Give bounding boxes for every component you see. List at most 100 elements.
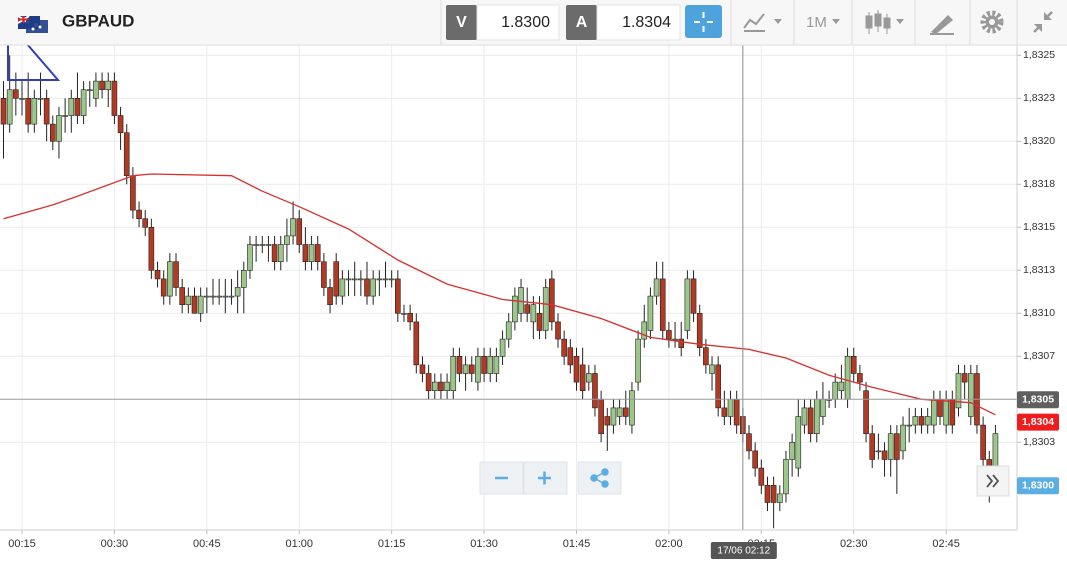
candle-body [105,80,112,91]
candle-body [148,227,155,271]
candle-body [536,312,543,331]
candle-body [191,295,198,314]
candle-body [610,407,617,426]
candle-body [364,278,370,297]
candle-body [80,89,87,116]
draw-button[interactable] [930,15,954,35]
candle-body [727,398,734,417]
candle-body [321,261,327,288]
crosshair-button[interactable] [685,5,722,38]
candle-body [887,433,894,460]
indicators-button[interactable] [743,13,782,32]
candle-body [672,338,678,341]
candle-body [456,355,463,374]
candle-body [629,390,635,426]
candle-body [228,295,235,298]
candle-body [308,244,315,263]
candle-body [475,355,481,383]
buy-button[interactable] [566,5,597,40]
candle-body [222,295,229,298]
settings-button[interactable] [980,10,1004,34]
x-tick-label: 00:30 [101,538,129,550]
candle-body [530,304,537,323]
y-tick-label: 1,8323 [1023,92,1055,104]
share-button[interactable] [577,461,622,495]
timeframe-caret [832,19,840,24]
sell-button[interactable] [446,5,477,40]
candle-body [604,416,611,426]
candle-body [395,278,401,314]
chart-type-button[interactable] [865,10,904,34]
candle-body [512,295,518,323]
candle-body [99,80,105,91]
candle-body [573,355,580,383]
candle-body [339,278,346,297]
candle-body [813,398,820,434]
toolbar: GBPAUD V 1.8300 A 1.8304 1M [0,0,1067,46]
collapse-button[interactable] [1033,11,1053,33]
y-tick-label: 1,8318 [1023,178,1055,190]
candle-body [117,115,124,134]
candle-body [462,364,469,374]
candle-body [863,390,869,434]
x-tick-label: 02:45 [932,538,960,550]
y-tick-label: 1,8325 [1023,49,1055,61]
sell-label: V [456,14,467,31]
triangle-drawing[interactable] [7,19,61,81]
candle-body [875,450,882,453]
candle-body [635,338,641,383]
candle-body [111,80,118,116]
y-tick-label: 1,8310 [1023,307,1055,319]
candle-body [358,278,364,281]
candle-body [733,398,740,426]
candle-body [598,398,604,434]
candle-body [19,98,25,100]
candle-body [167,261,173,297]
candle-body [795,416,802,469]
candle-body [752,450,758,469]
x-tick-label: 01:00 [285,538,313,550]
price-tag-label: 1,8305 [1022,394,1054,406]
candle-body [74,98,81,116]
candle-body [425,373,432,391]
candle-body [789,441,795,460]
candle-body [524,304,530,314]
candle-body [56,115,62,142]
candle-body [93,80,99,99]
candle-body [240,270,247,288]
candle-body [703,347,709,366]
candle-body [197,295,204,314]
buy-price-box[interactable] [596,4,681,41]
candle-body [666,330,672,340]
candle-body [345,278,352,281]
candle-body [296,218,303,245]
y-tick-label: 1,8307 [1023,350,1055,362]
candle-body [468,364,475,374]
candle-body [801,407,808,426]
candle-body [265,244,272,246]
y-tick-label: 1,8313 [1023,264,1055,276]
candle-body [555,321,561,340]
candle-body [592,373,598,409]
sell-price-box[interactable] [476,4,560,41]
crosshair-time-box [710,542,777,559]
candle-body [487,355,494,374]
candle-body [68,98,75,116]
chart-plot: 1,8325 1,8323 1,8320 1,8318 1,8315 1,8313 1,83… [0,45,1055,550]
candle-body [561,338,567,357]
candle-body [130,175,136,211]
timeframe[interactable]: 1M [806,14,827,31]
price-tag [1017,477,1059,495]
sell-price: 1.8300 [501,14,550,31]
candle-body [142,218,149,228]
y-tick-label: 1,8320 [1023,135,1055,147]
candle-body [715,364,721,409]
candle-body [173,261,179,288]
candle-body [216,295,222,298]
symbol: GBPAUD [62,11,134,30]
x-tick-label: 00:15 [8,538,36,550]
price-tag-label: 1,8304 [1022,416,1054,428]
buy-price: 1.8304 [622,14,671,31]
candle-body [505,321,512,340]
